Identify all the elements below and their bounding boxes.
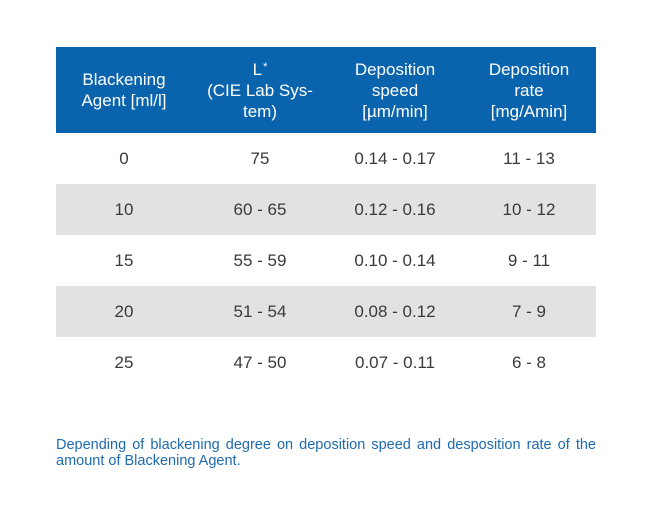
asterisk-superscript: * bbox=[263, 60, 268, 73]
cell-agent: 0 bbox=[119, 148, 129, 168]
cell-deposition-speed: 0.07 - 0.11 bbox=[354, 352, 436, 372]
table-row: 0 75 0.14 - 0.17 11 - 13 bbox=[56, 133, 596, 184]
blackening-data-table: Blackening Agent [ml/l] L* (CIE Lab Sys-… bbox=[56, 47, 596, 388]
cell-deposition-rate: 11 - 13 bbox=[503, 148, 555, 168]
header-l-star: L* (CIE Lab Sys- tem) bbox=[207, 59, 313, 121]
cell-agent: 20 bbox=[114, 301, 134, 321]
cell-agent: 25 bbox=[114, 352, 134, 372]
header-deposition-speed: Deposition speed [µm/min] bbox=[354, 59, 436, 121]
cell-agent: 15 bbox=[114, 250, 134, 270]
table-caption: Depending of blackening degree on deposi… bbox=[56, 437, 596, 469]
table-row: 10 60 - 65 0.12 - 0.16 10 - 12 bbox=[56, 184, 596, 235]
table-row: 20 51 - 54 0.08 - 0.12 7 - 9 bbox=[56, 286, 596, 337]
cell-l-value: 60 - 65 bbox=[233, 199, 287, 219]
cell-l-value: 51 - 54 bbox=[233, 301, 287, 321]
cell-l-value: 47 - 50 bbox=[233, 352, 287, 372]
header-blackening-agent: Blackening Agent [ml/l] bbox=[81, 70, 167, 110]
cell-l-value: 55 - 59 bbox=[233, 250, 287, 270]
cell-deposition-speed: 0.14 - 0.17 bbox=[354, 148, 436, 168]
header-deposition-rate: Deposition rate [mg/Amin] bbox=[488, 59, 570, 121]
table-row: 25 47 - 50 0.07 - 0.11 6 - 8 bbox=[56, 337, 596, 388]
cell-deposition-speed: 0.10 - 0.14 bbox=[354, 250, 436, 270]
cell-deposition-rate: 6 - 8 bbox=[511, 352, 547, 372]
cell-deposition-speed: 0.12 - 0.16 bbox=[354, 199, 436, 219]
cell-deposition-rate: 9 - 11 bbox=[507, 250, 551, 270]
cell-l-value: 75 bbox=[250, 148, 270, 168]
table-header-row: Blackening Agent [ml/l] L* (CIE Lab Sys-… bbox=[56, 47, 596, 133]
cell-deposition-speed: 0.08 - 0.12 bbox=[354, 301, 436, 321]
table-row: 15 55 - 59 0.10 - 0.14 9 - 11 bbox=[56, 235, 596, 286]
cell-deposition-rate: 10 - 12 bbox=[502, 199, 556, 219]
cell-agent: 10 bbox=[114, 199, 134, 219]
cell-deposition-rate: 7 - 9 bbox=[511, 301, 547, 321]
